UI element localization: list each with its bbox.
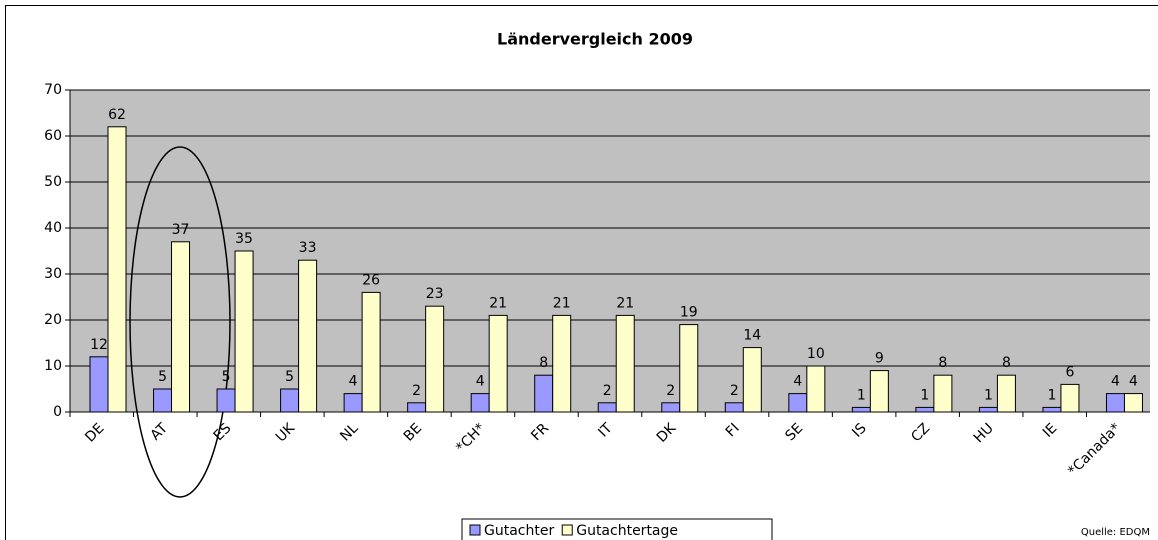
bar [1060, 383, 1080, 413]
bar [171, 241, 191, 413]
data-label: 8 [539, 355, 548, 371]
data-label: 26 [362, 272, 380, 288]
data-label: 4 [1129, 374, 1138, 390]
data-label: 1 [984, 387, 993, 403]
bar [597, 402, 617, 413]
bar [153, 388, 173, 413]
data-label: 19 [680, 305, 698, 321]
bar [915, 406, 935, 413]
bar [407, 402, 427, 413]
data-label: 4 [349, 374, 358, 390]
legend-box [461, 518, 773, 540]
bar [89, 356, 109, 413]
y-tick-label: 70 [44, 82, 62, 98]
bar [552, 314, 572, 413]
y-tick-label: 20 [44, 312, 62, 328]
bar [470, 393, 490, 413]
y-tick-label: 60 [44, 128, 62, 144]
data-label: 5 [222, 369, 231, 385]
bar [488, 314, 508, 413]
bar [869, 370, 889, 413]
data-label: 2 [412, 383, 421, 399]
source-note: Quelle: EDQM [1081, 527, 1150, 538]
legend-label: Gutachter [484, 523, 554, 539]
bar [1105, 393, 1125, 413]
data-label: 4 [793, 374, 802, 390]
bar [216, 388, 236, 413]
data-label: 4 [476, 374, 485, 390]
bar [1123, 393, 1143, 413]
bar [788, 393, 808, 413]
data-label: 14 [743, 328, 761, 344]
legend-label: Gutachtertage [576, 523, 678, 539]
bar [1042, 406, 1062, 413]
bar [996, 374, 1016, 413]
bar [661, 402, 681, 413]
bar [742, 347, 762, 413]
data-label: 5 [285, 369, 294, 385]
bar [933, 374, 953, 413]
bar [298, 259, 318, 413]
data-label: 5 [158, 369, 167, 385]
data-label: 12 [90, 337, 108, 353]
bar [615, 314, 635, 413]
bar [978, 406, 998, 413]
data-label: 21 [489, 295, 507, 311]
y-tick-label: 30 [44, 266, 62, 282]
data-label: 2 [603, 383, 612, 399]
data-label: 4 [1111, 374, 1120, 390]
bar [361, 291, 381, 413]
y-tick-label: 10 [44, 358, 62, 374]
legend-swatch [469, 524, 481, 536]
y-tick-label: 50 [44, 174, 62, 190]
bar [425, 305, 445, 413]
data-label: 21 [616, 295, 634, 311]
data-label: 1 [920, 387, 929, 403]
data-label: 33 [299, 240, 317, 256]
data-label: 35 [235, 231, 253, 247]
bar [280, 388, 300, 413]
data-label: 8 [938, 355, 947, 371]
data-label: 9 [875, 351, 884, 367]
y-tick-label: 0 [53, 404, 62, 420]
bar [679, 324, 699, 413]
data-label: 62 [108, 107, 126, 123]
bar [343, 393, 363, 413]
y-tick-label: 40 [44, 220, 62, 236]
highlight-ellipse [129, 146, 231, 498]
data-label: 37 [172, 222, 190, 238]
bar [234, 250, 254, 413]
data-label: 10 [807, 346, 825, 362]
bar [724, 402, 744, 413]
data-label: 6 [1065, 364, 1074, 380]
data-label: 21 [553, 295, 571, 311]
bar [107, 126, 127, 413]
bar [806, 365, 826, 413]
legend-swatch [561, 524, 573, 536]
data-label: 2 [666, 383, 675, 399]
data-label: 2 [730, 383, 739, 399]
data-label: 8 [1002, 355, 1011, 371]
bar [534, 374, 554, 413]
bar [851, 406, 871, 413]
data-label: 1 [857, 387, 866, 403]
plot-area [70, 90, 1150, 412]
chart-title: Ländervergleich 2009 [497, 30, 693, 49]
data-label: 1 [1047, 387, 1056, 403]
data-label: 23 [426, 286, 444, 302]
